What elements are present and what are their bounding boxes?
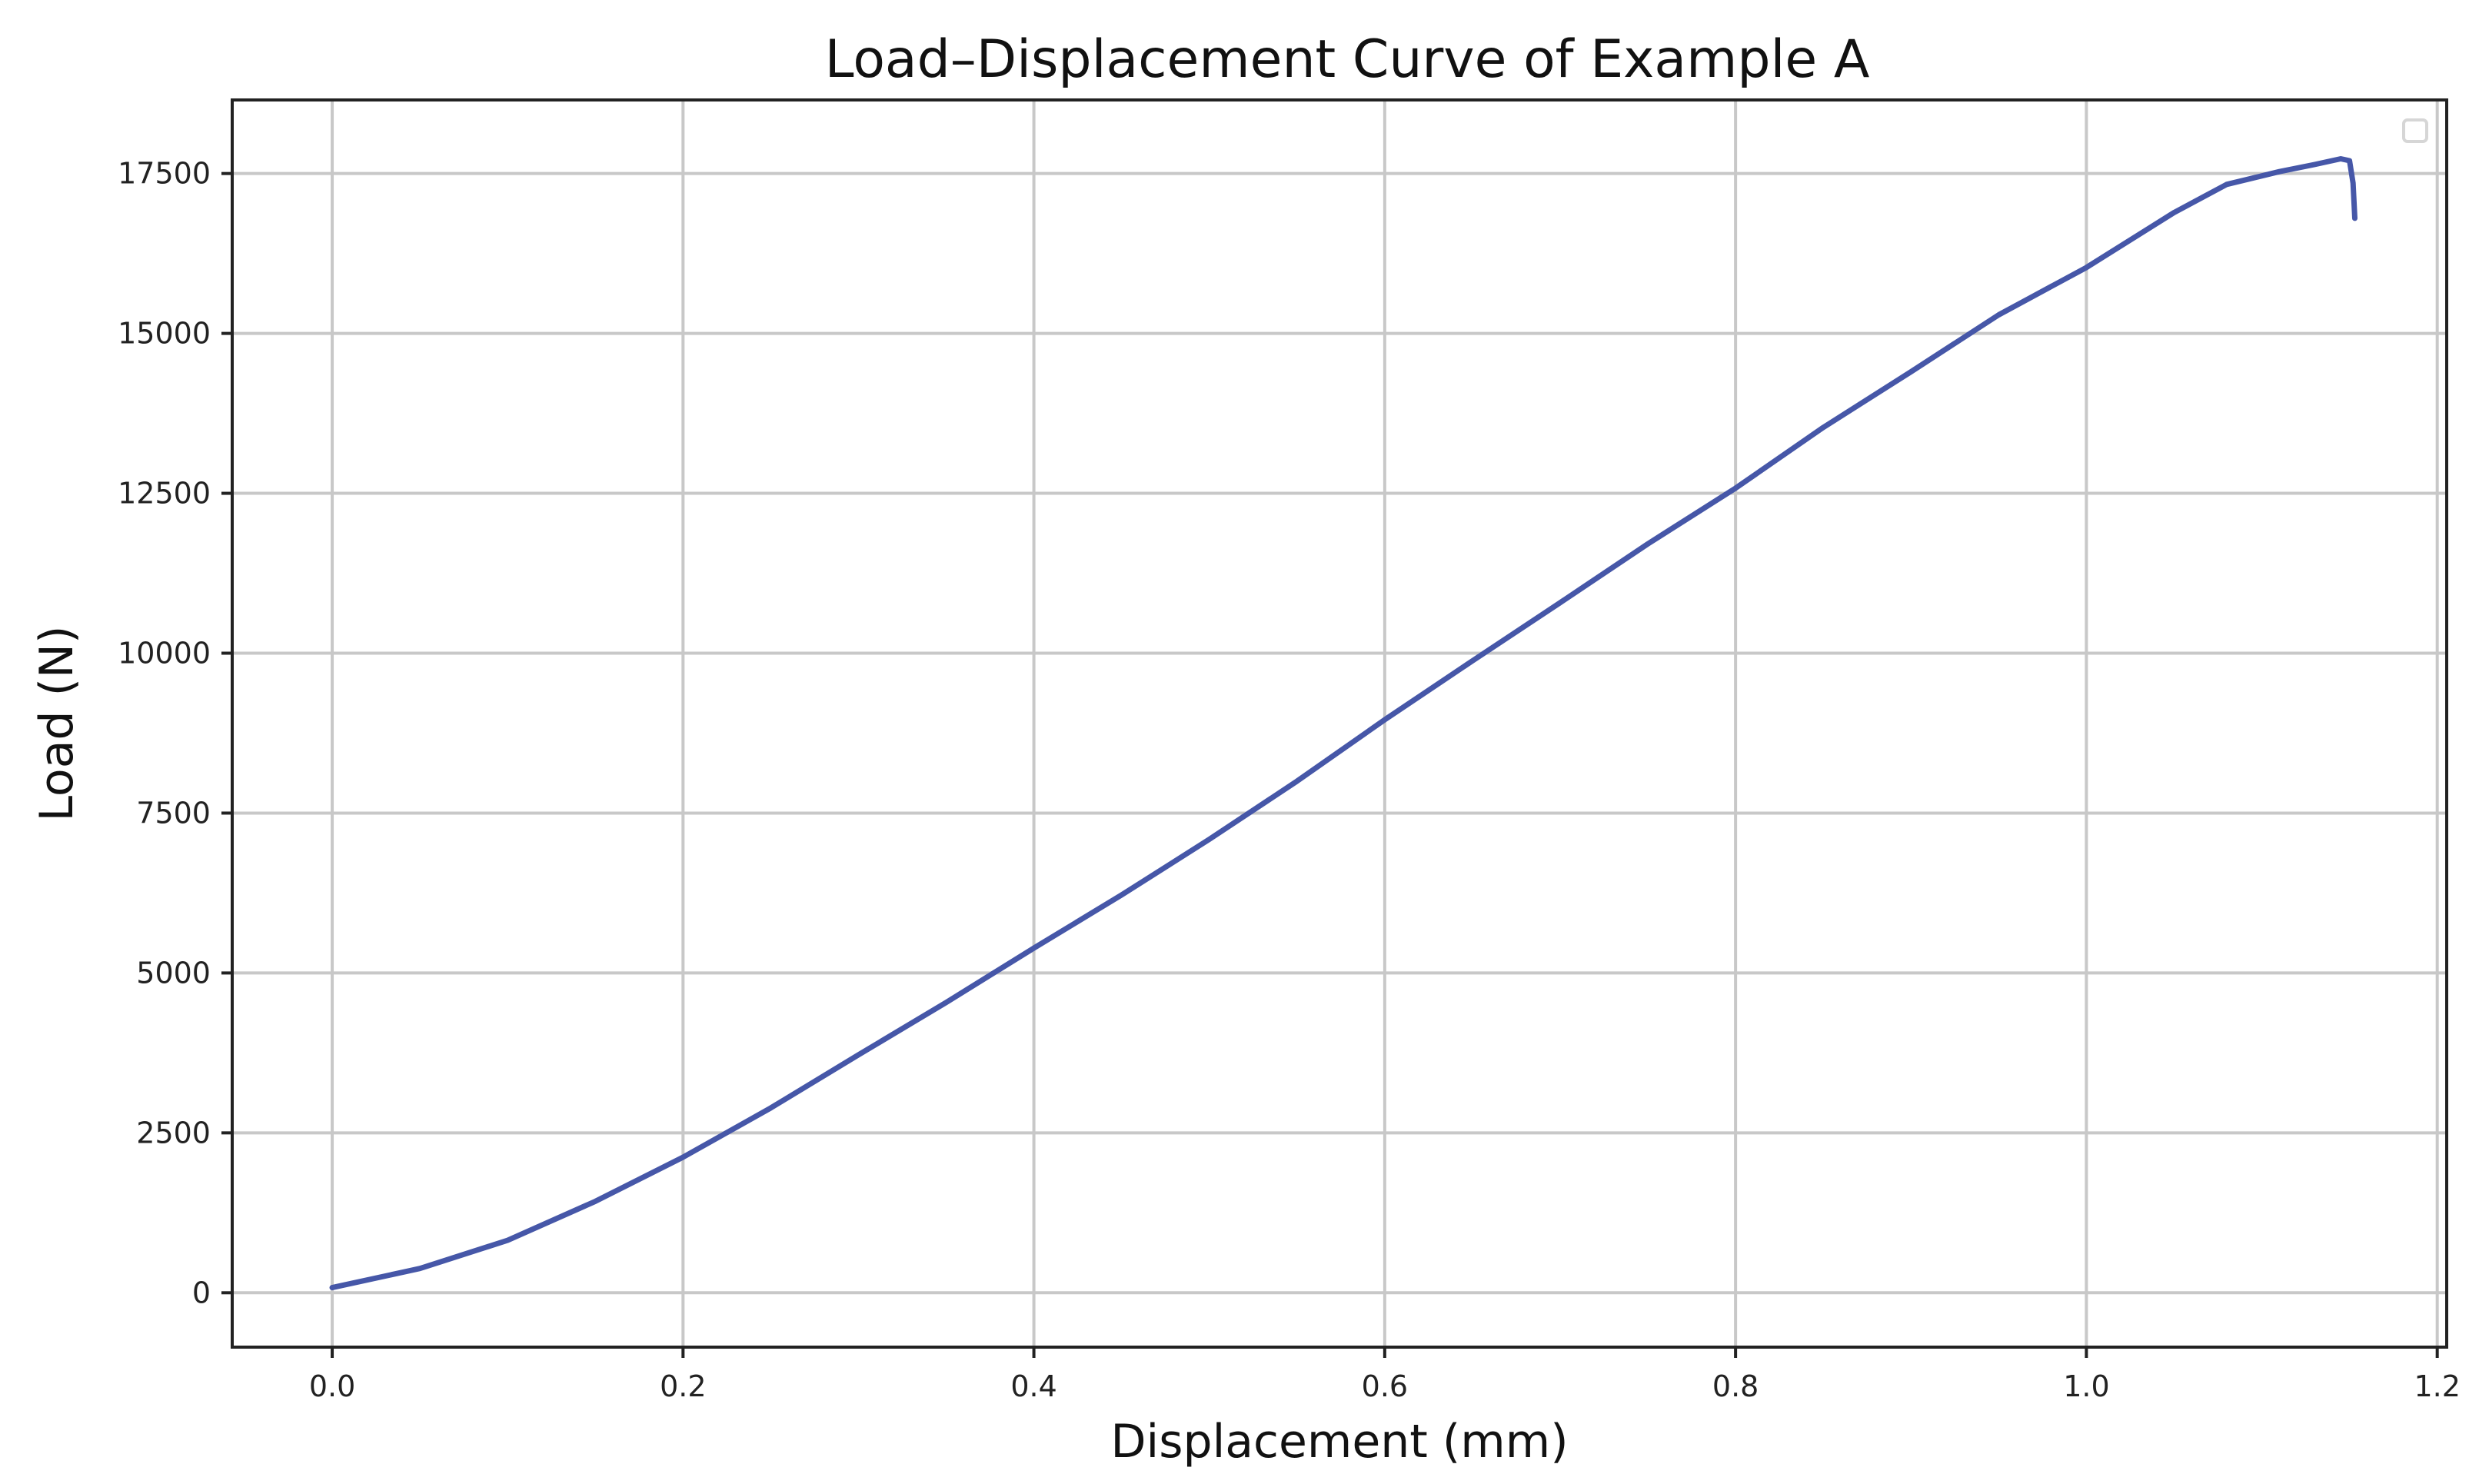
y-tick-label: 2500	[136, 1116, 211, 1150]
y-axis-title: Load (N)	[30, 626, 84, 822]
x-tick-label: 0.4	[1010, 1369, 1056, 1403]
x-tick-label: 1.0	[2063, 1369, 2109, 1403]
x-axis-title: Displacement (mm)	[1110, 1415, 1568, 1469]
plot-area	[231, 98, 2448, 1349]
y-tick-label: 12500	[118, 477, 211, 511]
series-group	[329, 156, 2358, 1291]
y-tick-label: 17500	[118, 157, 211, 191]
series-line	[329, 156, 2358, 1291]
y-axis: 0 2500 5000 7500 10000 12500 15000 17500	[118, 157, 232, 1309]
y-tick-label: 0	[192, 1276, 211, 1309]
y-tick-label: 7500	[136, 796, 211, 830]
x-tick-label: 0.8	[1712, 1369, 1759, 1403]
legend-box	[2402, 118, 2428, 143]
x-axis: 0.0 0.2 0.4 0.6 0.8 1.0 1.2	[309, 1347, 2461, 1403]
grid-lines	[232, 100, 2447, 1347]
y-tick-label: 10000	[118, 637, 211, 670]
y-tick-label: 15000	[118, 317, 211, 351]
chart-title: Load–Displacement Curve of Example A	[825, 29, 1870, 90]
y-tick-label: 5000	[136, 956, 211, 990]
x-tick-label: 0.2	[660, 1369, 706, 1403]
x-tick-label: 0.0	[309, 1369, 355, 1403]
x-tick-label: 0.6	[1362, 1369, 1408, 1403]
x-tick-label: 1.2	[2414, 1369, 2460, 1403]
